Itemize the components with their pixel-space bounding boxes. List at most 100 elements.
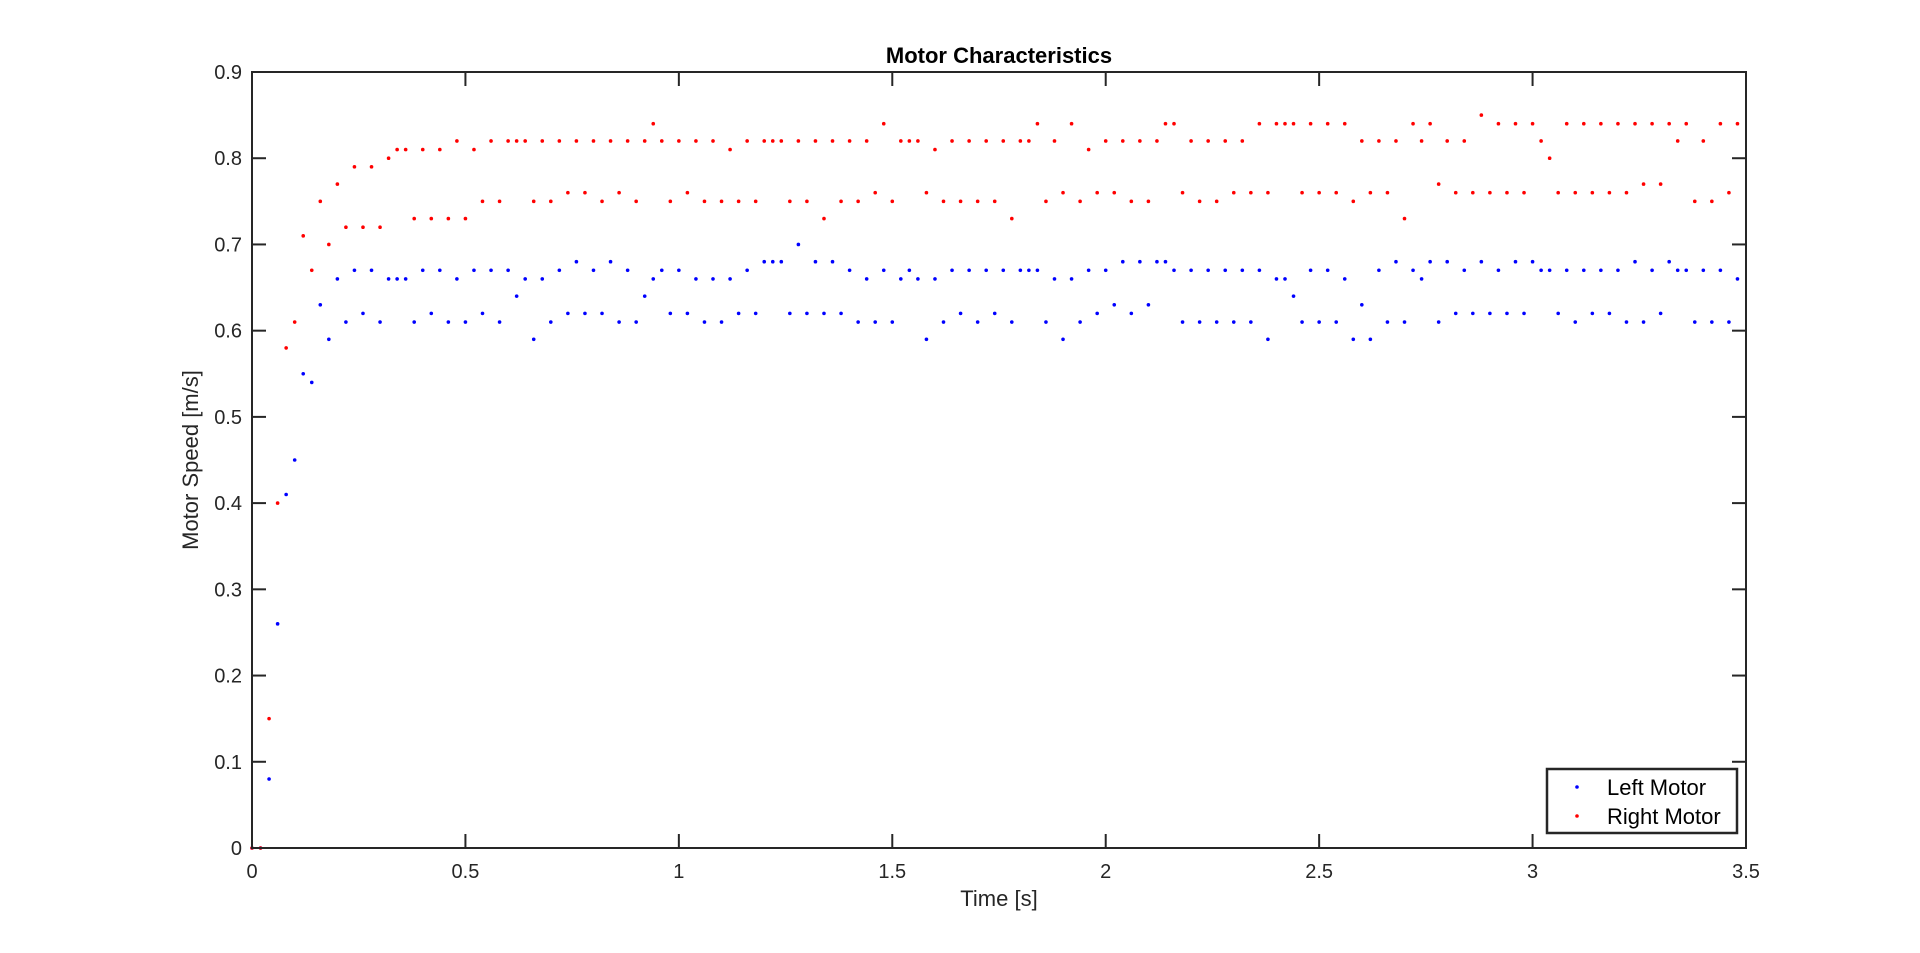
data-point (566, 311, 570, 316)
data-point (1103, 139, 1108, 143)
data-point (1667, 259, 1671, 264)
data-point (1334, 190, 1339, 195)
data-point (1462, 139, 1467, 143)
data-point (625, 139, 630, 143)
data-point (1411, 121, 1415, 126)
data-point (1138, 259, 1142, 264)
data-point (685, 311, 690, 316)
data-point (1342, 121, 1347, 126)
data-point (344, 320, 348, 324)
data-point (1471, 311, 1475, 316)
data-point (1710, 320, 1714, 324)
data-point (1633, 259, 1637, 264)
data-point (1291, 294, 1296, 298)
data-point (796, 242, 801, 247)
data-point (762, 139, 767, 143)
points-layer (250, 113, 1740, 850)
data-point (549, 199, 553, 204)
data-point (1052, 277, 1057, 281)
data-point (1402, 216, 1407, 221)
data-point (506, 139, 510, 143)
data-point (1564, 268, 1569, 273)
data-point (455, 139, 459, 143)
legend-label-right-motor: Right Motor (1607, 804, 1721, 829)
data-point (1488, 190, 1492, 195)
data-point (856, 199, 860, 204)
data-point (753, 311, 758, 316)
data-point (549, 320, 553, 324)
data-point (1078, 320, 1082, 324)
data-point (600, 199, 604, 204)
data-point (847, 268, 852, 273)
data-point (1308, 268, 1313, 273)
data-point (352, 268, 357, 273)
y-tick-label: 0.3 (214, 579, 242, 601)
data-point (1402, 320, 1407, 324)
data-point (770, 139, 775, 143)
data-point (591, 268, 596, 273)
data-point (412, 216, 417, 221)
data-point (1240, 268, 1245, 273)
legend: Left Motor Right Motor (1545, 767, 1739, 835)
data-point (267, 716, 271, 721)
data-point (907, 139, 912, 143)
data-point (1317, 190, 1321, 195)
data-point (1163, 259, 1168, 264)
data-point (1445, 139, 1449, 143)
data-point (1394, 259, 1398, 264)
data-point (864, 277, 869, 281)
data-point (1044, 199, 1048, 204)
data-point (830, 139, 835, 143)
data-point (1249, 320, 1253, 324)
data-point (1189, 268, 1193, 273)
data-point (566, 190, 570, 195)
data-point (378, 320, 382, 324)
data-point (805, 199, 809, 204)
data-point (309, 268, 314, 273)
data-point (1564, 121, 1569, 126)
x-tick-label: 0.5 (452, 861, 480, 883)
data-point (933, 277, 937, 281)
data-point (1180, 190, 1185, 195)
data-point (950, 268, 954, 273)
y-tick-label: 0.4 (214, 493, 242, 515)
data-point (480, 311, 485, 316)
data-point (1240, 139, 1245, 143)
data-point (1214, 320, 1219, 324)
data-point (864, 139, 869, 143)
data-point (1496, 268, 1501, 273)
data-point (352, 165, 357, 169)
x-tick-label: 2 (1100, 861, 1111, 883)
data-point (1044, 320, 1048, 324)
data-point (984, 139, 988, 143)
data-point (813, 139, 818, 143)
data-point (514, 294, 519, 298)
data-point (574, 259, 579, 264)
data-point (583, 311, 587, 316)
data-point (1010, 216, 1014, 221)
data-point (1641, 182, 1646, 186)
data-point (1283, 121, 1287, 126)
data-point (1616, 268, 1620, 273)
data-point (1223, 268, 1228, 273)
series-left-motor (250, 242, 1740, 850)
data-point (1155, 139, 1159, 143)
data-point (1146, 303, 1151, 307)
data-point (1590, 190, 1595, 195)
data-point (685, 190, 690, 195)
data-point (369, 165, 374, 169)
data-point (941, 199, 946, 204)
data-point (1573, 190, 1578, 195)
data-point (694, 277, 698, 281)
data-point (292, 458, 297, 462)
data-point (822, 311, 826, 316)
data-point (267, 777, 271, 781)
data-point (1351, 199, 1356, 204)
data-point (1334, 320, 1339, 324)
data-point (1684, 121, 1689, 126)
data-point (634, 320, 638, 324)
y-axis-label: Motor Speed [m/s] (178, 370, 203, 550)
data-point (1556, 190, 1560, 195)
data-point (881, 121, 886, 126)
data-point (327, 242, 331, 247)
